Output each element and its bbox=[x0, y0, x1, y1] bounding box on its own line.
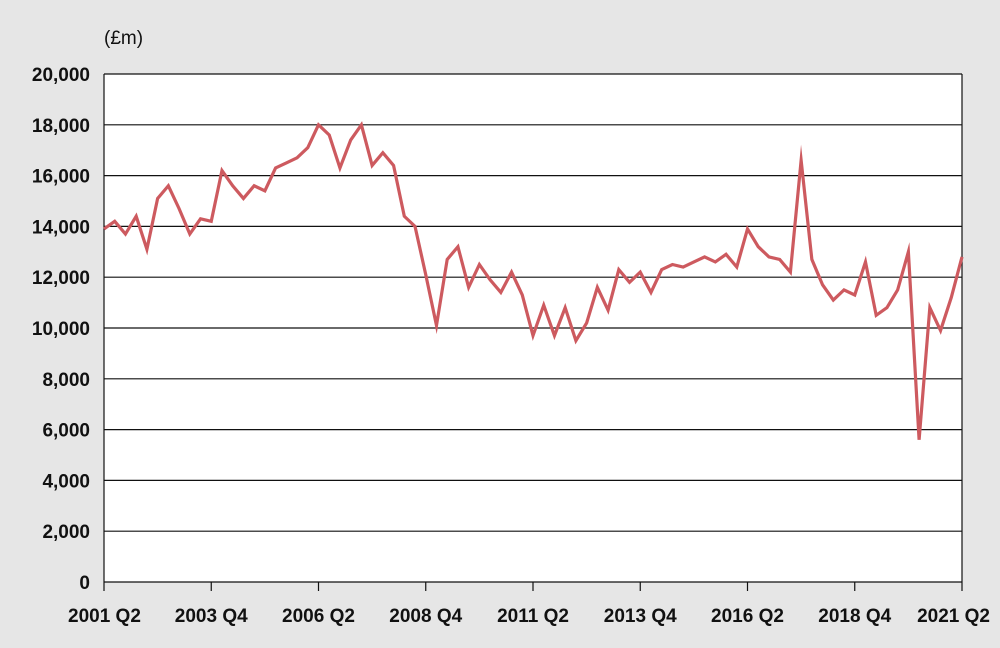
x-tick-label: 2018 Q4 bbox=[818, 606, 891, 627]
y-tick-label: 20,000 bbox=[32, 65, 90, 86]
y-tick-label: 18,000 bbox=[32, 116, 90, 137]
y-tick-label: 10,000 bbox=[32, 319, 90, 340]
y-tick-label: 6,000 bbox=[42, 421, 90, 442]
x-tick-label: 2006 Q2 bbox=[282, 606, 355, 627]
x-tick-label: 2001 Q2 bbox=[68, 606, 141, 627]
y-tick-label: 8,000 bbox=[42, 370, 90, 391]
y-tick-label: 16,000 bbox=[32, 167, 90, 188]
x-tick-label: 2021 Q2 bbox=[917, 606, 990, 627]
y-tick-label: 4,000 bbox=[42, 471, 90, 492]
y-tick-label: 14,000 bbox=[32, 217, 90, 238]
y-axis-unit-label: (£m) bbox=[104, 28, 143, 49]
x-tick-label: 2003 Q4 bbox=[175, 606, 248, 627]
y-tick-label: 12,000 bbox=[32, 268, 90, 289]
x-tick-label: 2016 Q2 bbox=[711, 606, 784, 627]
x-tick-label: 2011 Q2 bbox=[497, 606, 569, 627]
y-tick-label: 2,000 bbox=[42, 522, 90, 543]
series-line bbox=[103, 121, 964, 440]
y-tick-label: 0 bbox=[79, 573, 90, 594]
x-tick-label: 2008 Q4 bbox=[389, 606, 462, 627]
x-tick-label: 2013 Q4 bbox=[604, 606, 677, 627]
